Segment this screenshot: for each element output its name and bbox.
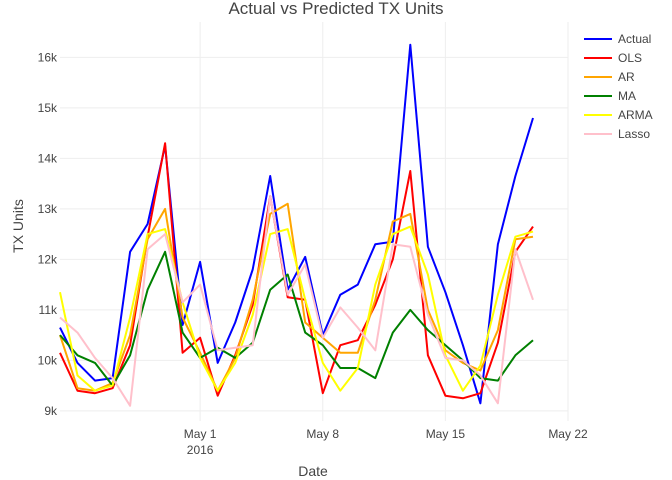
y-tick-label: 13k [38, 202, 58, 216]
x-axis-title: Date [298, 463, 328, 479]
y-tick-label: 14k [38, 151, 58, 165]
y-tick-label: 15k [38, 101, 58, 115]
y-axis-title: TX Units [10, 199, 26, 253]
y-tick-label: 10k [38, 353, 58, 367]
legend-label-ols: OLS [618, 51, 642, 65]
x-tick-label: May 22 [548, 427, 588, 441]
x-tick-label: May 15 [426, 427, 466, 441]
y-tick-label: 12k [38, 252, 58, 266]
series-lines [59, 43, 534, 407]
y-tick-label: 9k [44, 404, 58, 418]
legend-label-actual: Actual [618, 32, 651, 46]
series-line-arma [59, 225, 534, 392]
y-axis-ticks: 9k 10k 11k 12k 13k 14k 15k 16k [38, 50, 58, 418]
x-tick-sublabel: 2016 [187, 443, 214, 457]
series-line-actual [59, 43, 534, 405]
legend-label-ar: AR [618, 70, 635, 84]
gridlines [60, 22, 569, 421]
x-tick-label: May 8 [306, 427, 339, 441]
x-tick-label: May 1 [184, 427, 217, 441]
chart-title: Actual vs Predicted TX Units [228, 0, 443, 18]
legend-label-lasso: Lasso [618, 127, 650, 141]
y-tick-label: 11k [39, 303, 58, 317]
series-line-lasso [59, 195, 534, 407]
y-tick-label: 16k [38, 50, 58, 64]
series-line-ar [59, 202, 534, 392]
legend-label-ma: MA [618, 89, 636, 103]
x-axis-ticks: May 1 2016 May 8 May 15 May 22 [184, 427, 588, 457]
legend-label-arma: ARMA [618, 108, 653, 122]
